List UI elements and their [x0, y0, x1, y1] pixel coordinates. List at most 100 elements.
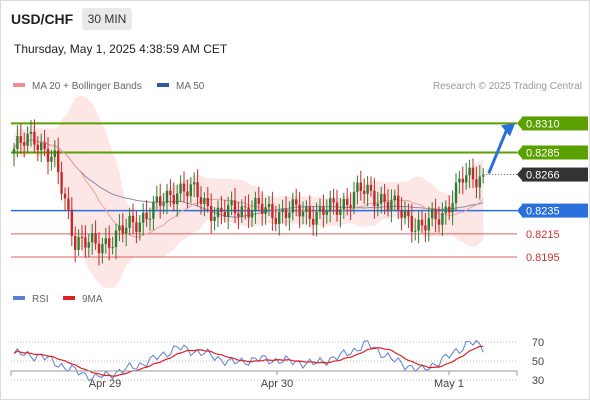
level-tag-resistance-0: [522, 116, 588, 131]
rsi-tick-30: 30: [532, 375, 544, 387]
symbol-title: USD/CHF: [11, 11, 74, 27]
candle-body: [261, 203, 264, 214]
candle-body: [165, 190, 169, 204]
candle-body: [437, 219, 441, 225]
candle-body: [434, 209, 437, 220]
candle-body: [366, 184, 369, 194]
legend-swatch-rsi: [13, 296, 25, 301]
forecast-arrow-head: [501, 123, 515, 137]
candle-body: [138, 222, 141, 233]
candle-body: [230, 200, 233, 206]
legend-label-ma50: MA 50: [176, 81, 205, 92]
candle-body: [393, 195, 396, 201]
candle-body: [91, 233, 94, 243]
candle-body: [142, 212, 145, 223]
candle-body: [80, 237, 84, 239]
candle-body: [223, 211, 226, 217]
candle-body: [349, 205, 352, 208]
candle-body: [46, 149, 50, 162]
candle-body: [145, 212, 148, 220]
candle-body: [101, 244, 104, 254]
level-label-support-4: 0.8215: [526, 229, 560, 241]
candle-body: [322, 206, 325, 215]
candle-body: [363, 190, 366, 194]
candle-body: [121, 225, 124, 234]
candle-body: [114, 230, 118, 248]
candle-body: [380, 193, 383, 204]
candle-body: [128, 215, 131, 228]
rsi-line: [13, 339, 484, 382]
candle-body: [16, 136, 19, 149]
candle-body: [148, 218, 152, 220]
level-label-pivot-3: 0.8235: [526, 206, 560, 218]
candle-body: [359, 182, 362, 191]
candle-body: [84, 237, 87, 248]
candle-body: [284, 208, 288, 218]
candle-body: [155, 196, 158, 202]
candle-body: [36, 144, 39, 151]
level-tag-pointer-3: [517, 203, 523, 218]
candle-body: [386, 201, 390, 211]
candle-body: [67, 198, 70, 210]
timeframe-button[interactable]: 30 MIN: [82, 8, 132, 30]
candle-body: [203, 198, 206, 204]
candle-body: [135, 222, 138, 233]
candle-body: [176, 193, 179, 205]
candle-body: [108, 238, 111, 248]
candle-body: [159, 196, 162, 206]
candle-body: [335, 202, 339, 215]
candle-body: [257, 197, 260, 204]
candle-body: [346, 198, 349, 206]
rsi-9ma-line: [13, 345, 484, 377]
candle-body: [125, 227, 128, 234]
candle-body: [220, 207, 223, 212]
candle-body: [318, 206, 322, 212]
candle-body: [274, 218, 277, 224]
candle-body: [407, 210, 410, 216]
candle-body: [169, 190, 172, 196]
candle-body: [475, 179, 478, 188]
level-label-resistance-1: 0.8285: [526, 147, 560, 159]
candle-body: [417, 219, 420, 231]
candle-body: [478, 176, 481, 188]
legend-swatch-9ma: [63, 296, 75, 301]
candle-body: [210, 206, 213, 221]
candle-body: [369, 184, 373, 191]
candle-body: [19, 136, 22, 143]
candle-body: [332, 198, 335, 203]
candle-body: [26, 133, 29, 146]
candle-body: [237, 213, 240, 217]
candle-body: [390, 200, 393, 211]
candle-body: [77, 237, 80, 250]
legend-item-ma20: MA 20 + Bollinger Bands: [13, 81, 142, 92]
candle-body: [288, 212, 291, 218]
candle-body: [352, 191, 356, 208]
candle-body: [244, 206, 247, 208]
candle-body: [247, 207, 250, 218]
candle-body: [267, 203, 271, 208]
header: USD/CHF 30 MIN: [1, 1, 589, 35]
candle-body: [33, 131, 36, 145]
datetime-label: Thursday, May 1, 2025 4:38:59 AM CET: [14, 42, 228, 56]
candle-body: [308, 206, 311, 219]
candle-body: [70, 209, 73, 237]
level-tag-pointer-0: [517, 116, 523, 131]
candle-body: [329, 198, 332, 212]
candle-body: [468, 167, 471, 176]
candle-body: [53, 150, 56, 157]
legend-label-9ma: 9MA: [82, 294, 103, 305]
candle-body: [213, 216, 216, 221]
candle-body: [291, 199, 294, 213]
candle-body: [227, 205, 230, 217]
level-label-last-price-2: 0.8266: [526, 170, 560, 182]
price-chart: 0.8310 0.8285 0.8266 0.8235 0.8215 0.8195: [11, 95, 588, 289]
candle-body: [298, 204, 301, 217]
candle-body: [271, 203, 274, 219]
candle-body: [12, 148, 16, 154]
x-tick-label-1: Apr 30: [261, 378, 293, 390]
candle-body: [50, 156, 53, 162]
level-tag-pointer-2: [517, 167, 523, 182]
legend-swatch-ma20: [13, 83, 25, 88]
candle-body: [397, 195, 400, 210]
candle-body: [74, 236, 77, 250]
